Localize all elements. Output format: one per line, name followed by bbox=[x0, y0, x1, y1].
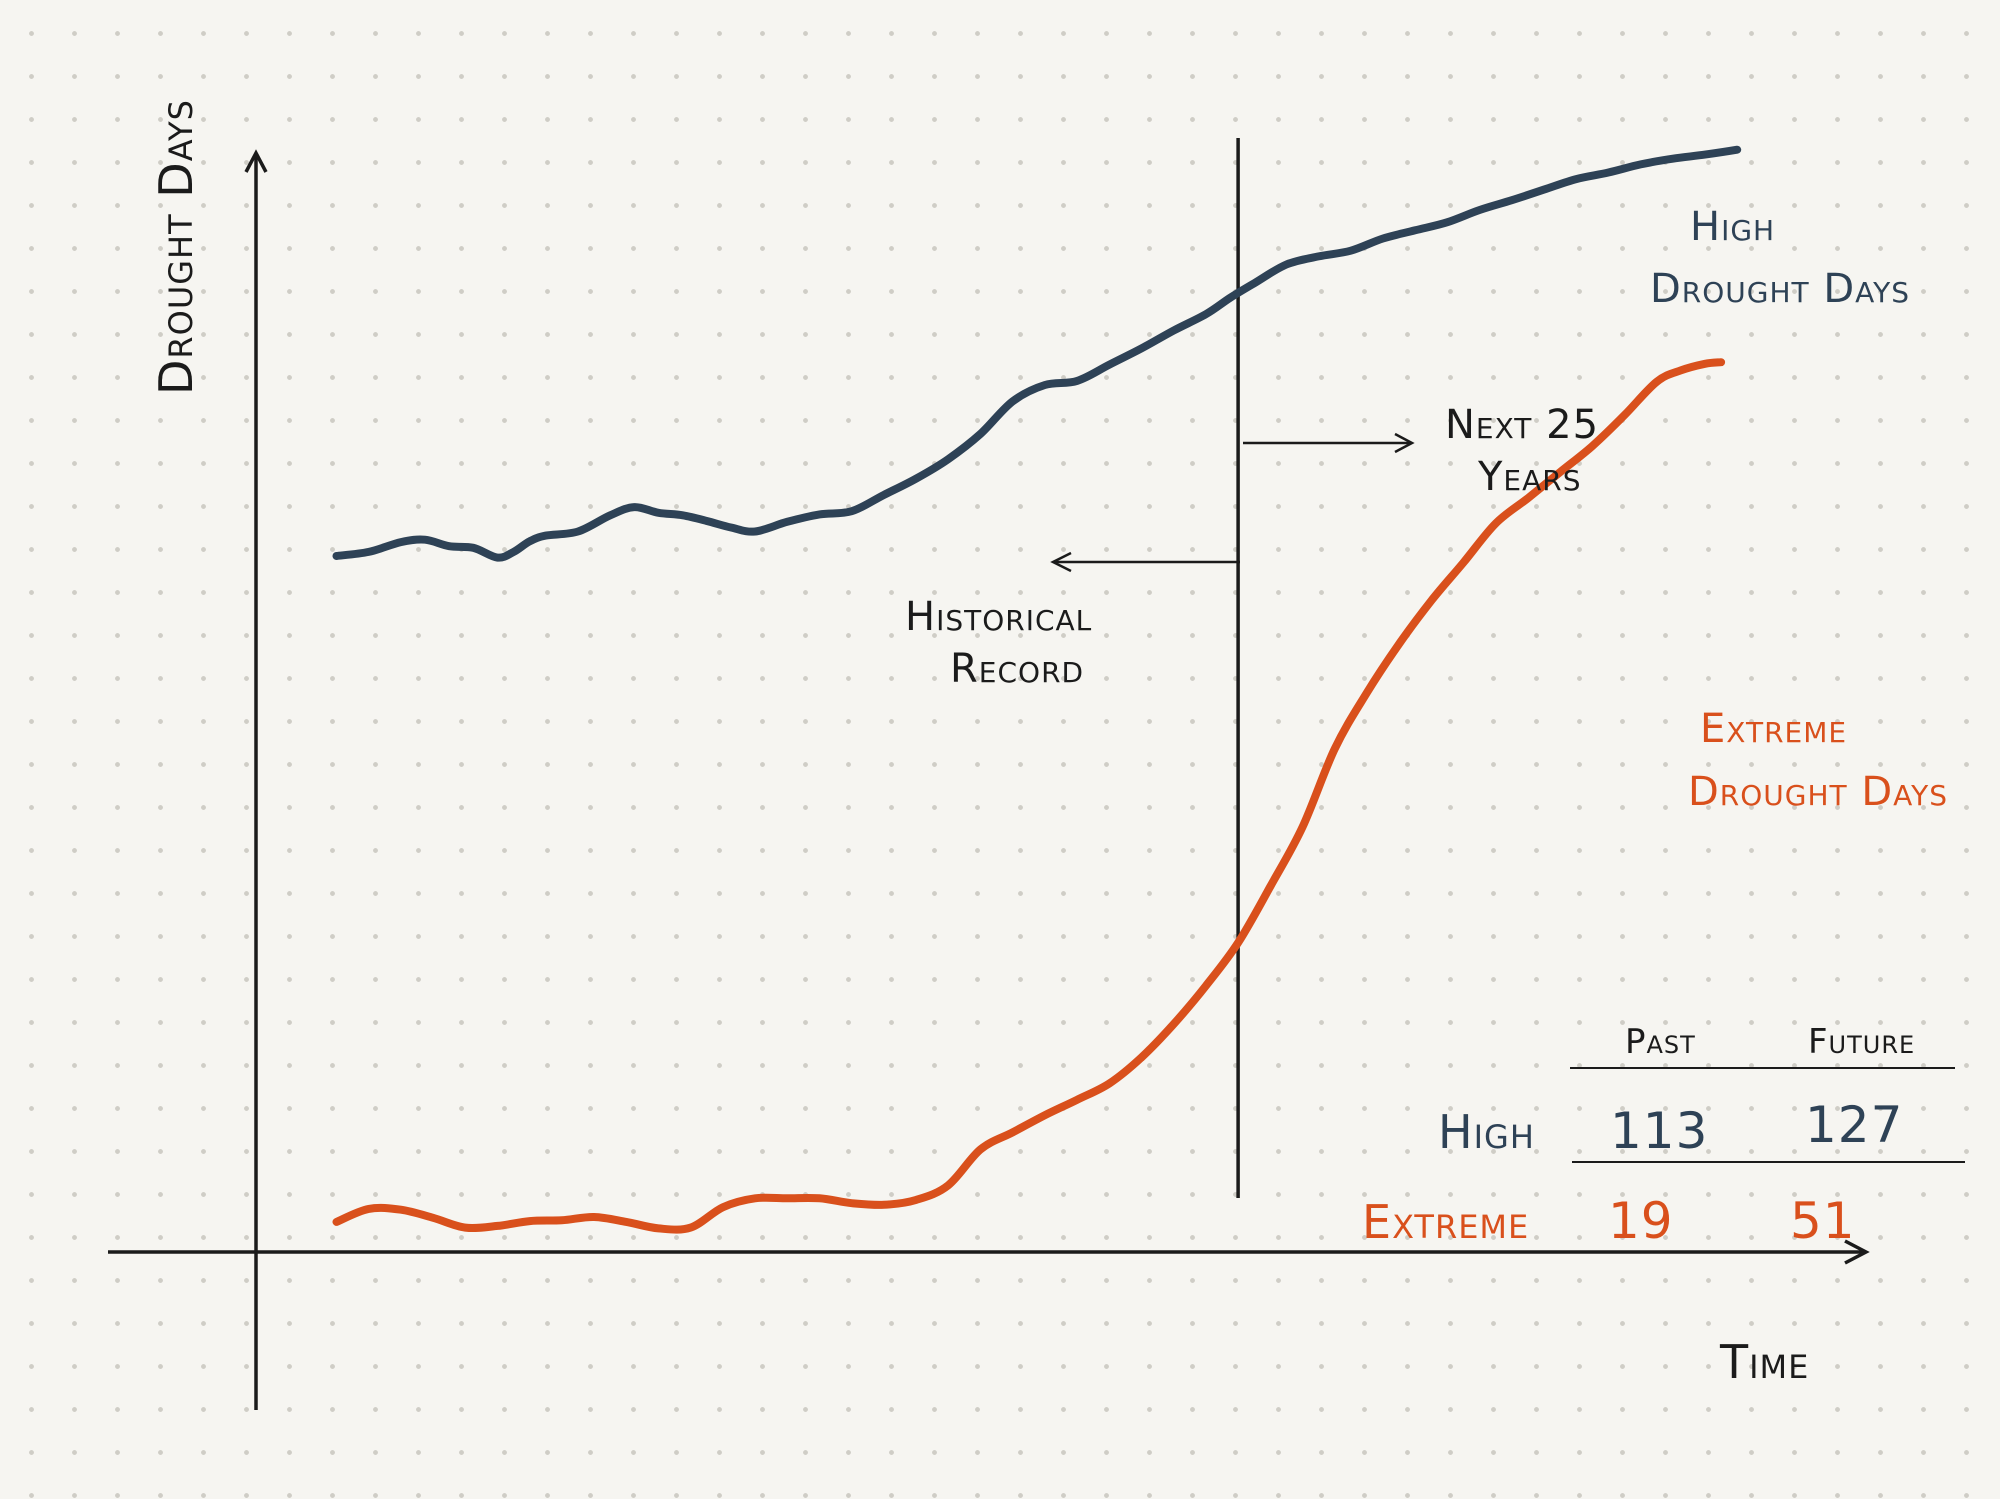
y-axis-label: Drought Days bbox=[149, 99, 203, 395]
past-annotation-line2: Record bbox=[950, 646, 1084, 692]
series-line-extreme bbox=[332, 358, 1726, 1234]
series-line-high bbox=[332, 145, 1742, 562]
future-arrowhead bbox=[1394, 432, 1415, 454]
table-row-extreme-past: 19 bbox=[1608, 1192, 1674, 1250]
table-row-high-label: High bbox=[1438, 1105, 1535, 1159]
x-axis-arrowhead bbox=[1844, 1239, 1870, 1265]
summary-table: Past Future High 113 127 Extreme 19 51 bbox=[1362, 1022, 1965, 1250]
table-header-past: Past bbox=[1625, 1022, 1696, 1062]
x-axis-label: Time bbox=[1719, 1335, 1809, 1389]
future-annotation-line1: Next 25 bbox=[1445, 402, 1599, 448]
high-series-label-line1: High bbox=[1690, 204, 1775, 250]
table-header-future: Future bbox=[1808, 1022, 1915, 1062]
extreme-series-label-line2: Drought Days bbox=[1688, 769, 1948, 815]
table-row-extreme-future: 51 bbox=[1790, 1192, 1856, 1250]
table-row-extreme-label: Extreme bbox=[1362, 1195, 1529, 1249]
high-series-label-line2: Drought Days bbox=[1650, 266, 1910, 312]
y-axis-arrowhead bbox=[244, 149, 268, 173]
extreme-series-label-line1: Extreme bbox=[1700, 706, 1847, 752]
past-annotation-line1: Historical bbox=[905, 594, 1092, 640]
future-annotation-line2: Years bbox=[1477, 454, 1582, 500]
past-arrowhead bbox=[1050, 551, 1072, 573]
table-row-high-future: 127 bbox=[1805, 1096, 1903, 1154]
table-row-high-past: 113 bbox=[1610, 1102, 1708, 1160]
